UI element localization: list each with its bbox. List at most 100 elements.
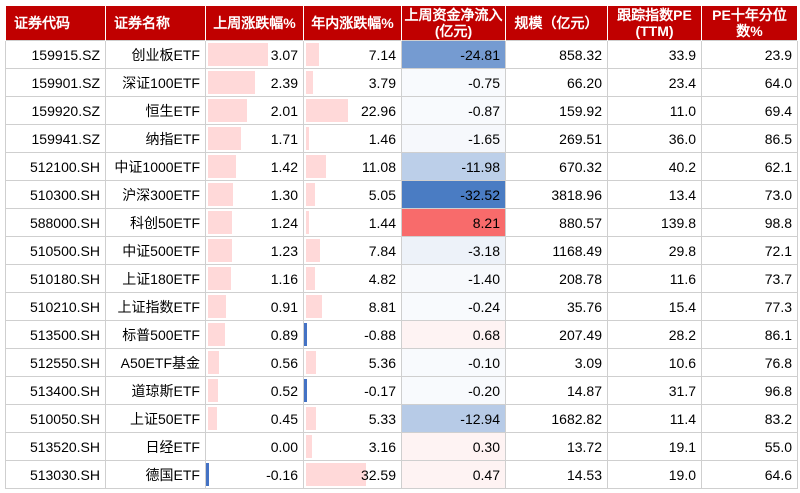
table-header-row: 证券代码 证券名称 上周涨跌幅% 年内涨跌幅% 上周资金净流入 (亿元) 规模（… (5, 5, 798, 41)
name-cell: 标普500ETF (105, 320, 206, 349)
pe-percentile-cell-value: 86.1 (764, 326, 792, 343)
pe-percentile-cell: 98.8 (701, 208, 798, 237)
week-change-cell: 1.16 (205, 264, 304, 293)
name-cell-value: 上证50ETF (129, 410, 200, 427)
week-change-cell-databar (208, 295, 226, 318)
header-scale: 规模（亿元） (505, 5, 608, 41)
pe-cell: 31.7 (607, 376, 702, 405)
pe-percentile-cell: 23.9 (701, 40, 798, 69)
pe-percentile-cell-value: 96.8 (764, 382, 792, 399)
pe-percentile-cell-value: 73.7 (764, 270, 792, 287)
scale-cell: 14.87 (505, 376, 608, 405)
week-change-cell-databar (208, 71, 255, 94)
net-flow-cell: -12.94 (401, 404, 506, 433)
pe-cell-value: 31.7 (668, 382, 696, 399)
name-cell-value: 上证180ETF (122, 270, 200, 287)
net-flow-cell: -1.40 (401, 264, 506, 293)
table-body: 159915.SZ 创业板ETF 3.07 7.14 -24.81 858.32 33.9 2… (5, 40, 798, 489)
ytd-change-cell: -0.88 (303, 320, 402, 349)
net-flow-cell: 0.47 (401, 460, 506, 489)
ytd-change-cell-databar (306, 127, 309, 150)
scale-cell: 3818.96 (505, 180, 608, 209)
name-cell: 纳指ETF (105, 124, 206, 153)
scale-cell: 269.51 (505, 124, 608, 153)
name-cell: 科创50ETF (105, 208, 206, 237)
pe-percentile-cell-value: 98.8 (764, 214, 792, 231)
code-cell: 513030.SH (5, 460, 106, 489)
pe-cell-value: 15.4 (668, 298, 696, 315)
week-change-cell: 0.89 (205, 320, 304, 349)
week-change-cell-value: 1.42 (270, 158, 298, 175)
pe-cell: 23.4 (607, 68, 702, 97)
ytd-change-cell-value: 5.05 (368, 186, 396, 203)
name-cell-value: 标普500ETF (122, 326, 200, 343)
net-flow-cell: -0.75 (401, 68, 506, 97)
ytd-change-cell-databar (304, 379, 307, 402)
name-cell: 道琼斯ETF (105, 376, 206, 405)
pe-cell-value: 13.4 (668, 186, 696, 203)
scale-cell: 670.32 (505, 152, 608, 181)
pe-cell: 15.4 (607, 292, 702, 321)
scale-cell-value: 208.78 (559, 270, 602, 287)
week-change-cell-value: 0.45 (270, 410, 298, 427)
scale-cell: 66.20 (505, 68, 608, 97)
ytd-change-cell: 5.36 (303, 348, 402, 377)
pe-cell: 33.9 (607, 40, 702, 69)
table-row: 510180.SH 上证180ETF 1.16 4.82 -1.40 208.78 11.6… (5, 264, 798, 293)
net-flow-cell-value: -24.81 (460, 46, 500, 63)
code-cell: 159901.SZ (5, 68, 106, 97)
ytd-change-cell: -0.17 (303, 376, 402, 405)
week-change-cell-value: 1.24 (270, 214, 298, 231)
ytd-change-cell-databar (306, 295, 323, 318)
ytd-change-cell-value: 3.79 (368, 74, 396, 91)
code-cell-value: 510300.SH (29, 186, 100, 203)
name-cell: 德国ETF (105, 460, 206, 489)
scale-cell: 13.72 (505, 432, 608, 461)
ytd-change-cell: 5.05 (303, 180, 402, 209)
pe-cell: 29.8 (607, 236, 702, 265)
ytd-change-cell-databar (306, 211, 309, 234)
ytd-change-cell-databar (306, 407, 316, 430)
ytd-change-cell-value: 5.33 (368, 410, 396, 427)
ytd-change-cell-databar (306, 183, 316, 206)
net-flow-cell: -1.65 (401, 124, 506, 153)
week-change-cell: 2.39 (205, 68, 304, 97)
week-change-cell-value: 1.23 (270, 242, 298, 259)
name-cell-value: 中证1000ETF (114, 158, 200, 175)
ytd-change-cell-value: 5.36 (368, 354, 396, 371)
pe-cell-value: 36.0 (668, 130, 696, 147)
week-change-cell-value: 2.39 (270, 74, 298, 91)
week-change-cell: 1.42 (205, 152, 304, 181)
pe-percentile-cell: 83.2 (701, 404, 798, 433)
code-cell: 159941.SZ (5, 124, 106, 153)
ytd-change-cell-databar (306, 155, 327, 178)
pe-percentile-cell-value: 83.2 (764, 410, 792, 427)
name-cell-value: 上证指数ETF (117, 298, 200, 315)
week-change-cell-databar (208, 99, 248, 122)
table-row: 159915.SZ 创业板ETF 3.07 7.14 -24.81 858.32 33.9 2… (5, 40, 798, 69)
week-change-cell: 0.45 (205, 404, 304, 433)
pe-cell-value: 11.4 (669, 410, 696, 427)
table-row: 159941.SZ 纳指ETF 1.71 1.46 -1.65 269.51 36.0 86.… (5, 124, 798, 153)
pe-percentile-cell: 96.8 (701, 376, 798, 405)
pe-percentile-cell: 69.4 (701, 96, 798, 125)
ytd-change-cell: 22.96 (303, 96, 402, 125)
week-change-cell: 0.91 (205, 292, 304, 321)
scale-cell-value: 66.20 (566, 74, 602, 91)
header-ytd-change: 年内涨跌幅% (303, 5, 402, 41)
header-code: 证券代码 (5, 5, 106, 41)
scale-cell: 207.49 (505, 320, 608, 349)
table-row: 510300.SH 沪深300ETF 1.30 5.05 -32.52 3818.96 13… (5, 180, 798, 209)
pe-cell: 36.0 (607, 124, 702, 153)
ytd-change-cell-value: 1.44 (368, 214, 396, 231)
pe-percentile-cell: 86.1 (701, 320, 798, 349)
ytd-change-cell-databar (304, 323, 307, 346)
scale-cell: 35.76 (505, 292, 608, 321)
name-cell: 中证1000ETF (105, 152, 206, 181)
pe-cell: 11.0 (607, 96, 702, 125)
name-cell: A50ETF基金 (105, 348, 206, 377)
ytd-change-cell-value: 8.81 (368, 298, 396, 315)
pe-percentile-cell-value: 72.1 (764, 242, 792, 259)
net-flow-cell-value: -32.52 (460, 186, 500, 203)
net-flow-cell-value: 0.30 (472, 438, 500, 455)
